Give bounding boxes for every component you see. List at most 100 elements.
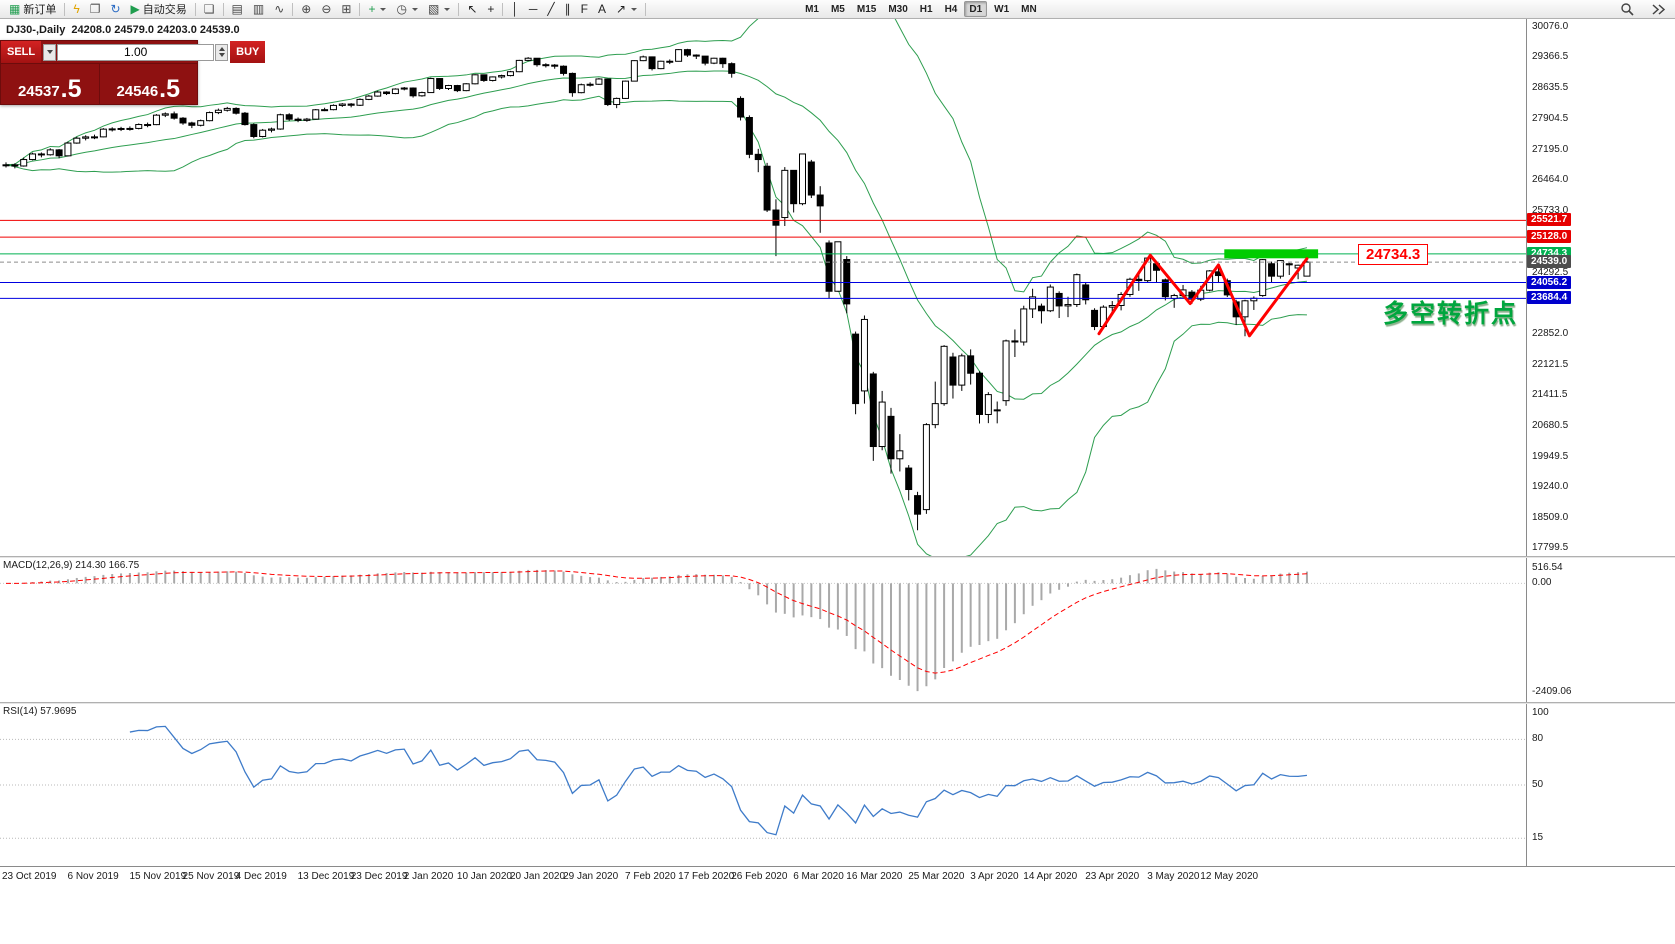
date-axis[interactable]: 23 Oct 2019 6 Nov 2019 15 Nov 2019 25 Nov 2…	[0, 866, 1675, 944]
indicators-add-icon: +	[368, 2, 376, 16]
price-axis-label: 27195.0	[1532, 143, 1569, 155]
price-badge: 24056.2	[1527, 275, 1572, 289]
arrows-icon: ↗	[616, 2, 627, 16]
trade-panel-controls: SELL BUY	[1, 41, 266, 63]
indicators-add-icon[interactable]: +	[364, 1, 390, 17]
zoom-out-icon[interactable]: ⊖	[317, 1, 335, 17]
price-axis-label: 28635.5	[1532, 82, 1569, 94]
timeframe-m30[interactable]: M30	[883, 1, 912, 17]
trade-panel-prices: 24537.5 24546.5	[1, 63, 197, 104]
volume-input[interactable]	[57, 43, 215, 61]
grid-icon[interactable]: ⊞	[337, 1, 355, 17]
timeframe-d1[interactable]: D1	[964, 1, 988, 17]
toolbar-separator	[458, 2, 460, 16]
chart-window-icon[interactable]: ❐	[86, 1, 105, 17]
new-order-button[interactable]: ▦ 新订单	[5, 1, 60, 17]
rsi-label: RSI(14) 57.9695	[3, 706, 77, 717]
hline-icon[interactable]: ─	[525, 1, 542, 17]
date-label: 16 Mar 2020	[846, 871, 903, 882]
quick-trade-icon[interactable]: ϟ	[69, 1, 83, 17]
buy-price[interactable]: 24546.5	[98, 64, 198, 104]
date-label: 4 Dec 2019	[235, 871, 287, 882]
volume-dropdown[interactable]	[43, 43, 57, 61]
toolbar-right	[1619, 0, 1667, 19]
search-icon[interactable]	[1619, 1, 1636, 18]
price-axis-label: 19949.5	[1532, 450, 1569, 462]
chart-shift-icon[interactable]	[1650, 1, 1667, 18]
arrows-icon[interactable]: ↗	[612, 1, 641, 17]
price-axis-label: 25733.0	[1532, 205, 1569, 217]
candlestick-chart-icon[interactable]: ▥	[249, 1, 268, 17]
rsi-axis-label: 100	[1532, 707, 1549, 718]
toolbar-separator	[194, 2, 196, 16]
price-axis[interactable]: 30076.0 29366.5 28635.5 27904.5 27195.0 26464…	[1526, 19, 1675, 866]
sell-price-frac: .5	[60, 74, 82, 103]
zoom-out-icon: ⊖	[321, 2, 332, 16]
one-click-trading-panel: SELL BUY 24537.5 24546.5	[0, 40, 266, 105]
price-axis-label: 27904.5	[1532, 113, 1569, 125]
macd-axis-label: 0.00	[1532, 577, 1552, 589]
rsi-axis-label: 50	[1532, 779, 1544, 790]
annotation-text[interactable]: 多空转折点	[1383, 300, 1519, 328]
sell-button[interactable]: SELL	[1, 41, 42, 63]
refresh-icon[interactable]: ↻	[106, 1, 124, 17]
macd-label: MACD(12,26,9) 214.30 166.75	[3, 560, 140, 571]
price-badge: 25521.7	[1527, 213, 1572, 227]
timeframe-m15[interactable]: M15	[852, 1, 881, 17]
toolbar-separator	[292, 2, 294, 16]
tile-windows-icon[interactable]: ❏	[200, 1, 219, 17]
timeframe-m1[interactable]: M1	[800, 1, 824, 17]
date-label: 23 Oct 2019	[2, 871, 57, 882]
chevron-down-icon	[444, 7, 451, 11]
volume-stepper[interactable]	[215, 43, 229, 61]
crosshair-icon[interactable]: +	[483, 1, 498, 17]
date-label: 6 Mar 2020	[793, 871, 844, 882]
fibonacci-icon[interactable]: F	[577, 1, 592, 17]
refresh-icon: ↻	[110, 2, 121, 16]
rsi-axis-label: 80	[1532, 733, 1544, 745]
cursor-icon[interactable]: ↖	[463, 1, 481, 17]
sell-price[interactable]: 24537.5	[1, 64, 99, 104]
price-callout-label[interactable]: 24734.3	[1358, 244, 1429, 265]
timeframe-h1[interactable]: H1	[915, 1, 938, 17]
chevron-down-icon	[631, 7, 638, 11]
timeframe-w1[interactable]: W1	[989, 1, 1014, 17]
trendline-icon[interactable]: ╱	[543, 1, 558, 17]
date-label: 25 Nov 2019	[182, 871, 240, 882]
date-label: 2 Jan 2020	[403, 871, 454, 882]
bar-chart-icon[interactable]: ▤	[228, 1, 247, 17]
text-icon: A	[597, 2, 606, 16]
timeframe-m5[interactable]: M5	[826, 1, 850, 17]
date-label: 23 Apr 2020	[1085, 871, 1140, 882]
stepper-down-icon	[218, 53, 225, 57]
channel-icon[interactable]: ∥	[561, 1, 575, 17]
panel-separator[interactable]	[0, 702, 1675, 704]
timeframe-h4[interactable]: H4	[940, 1, 963, 17]
templates-icon[interactable]: ▧	[424, 1, 454, 17]
periods-icon: ◷	[396, 2, 407, 16]
periods-icon[interactable]: ◷	[392, 1, 421, 17]
zoom-in-icon[interactable]: ⊕	[297, 1, 315, 17]
price-axis-label: 22852.0	[1532, 327, 1569, 339]
date-label: 15 Nov 2019	[129, 871, 187, 882]
cursor-icon: ↖	[467, 2, 478, 16]
panel-separator[interactable]	[0, 556, 1675, 558]
grid-icon: ⊞	[341, 2, 352, 16]
auto-trading-button[interactable]: ▶ 自动交易	[127, 1, 191, 17]
bar-chart-icon: ▤	[231, 2, 243, 16]
buy-button[interactable]: BUY	[230, 41, 266, 63]
toolbar-separator	[645, 2, 647, 16]
date-label: 17 Feb 2020	[678, 871, 735, 882]
line-chart-icon[interactable]: ∿	[270, 1, 288, 17]
timeframe-mn[interactable]: MN	[1016, 1, 1042, 17]
vline-icon[interactable]: │	[507, 1, 523, 17]
date-label: 23 Dec 2019	[350, 871, 408, 882]
toolbar-separator	[222, 2, 224, 16]
text-icon[interactable]: A	[594, 1, 610, 17]
line-chart-icon: ∿	[274, 2, 285, 16]
price-axis-label: 17799.5	[1532, 541, 1569, 553]
chevron-down-icon	[46, 50, 53, 54]
